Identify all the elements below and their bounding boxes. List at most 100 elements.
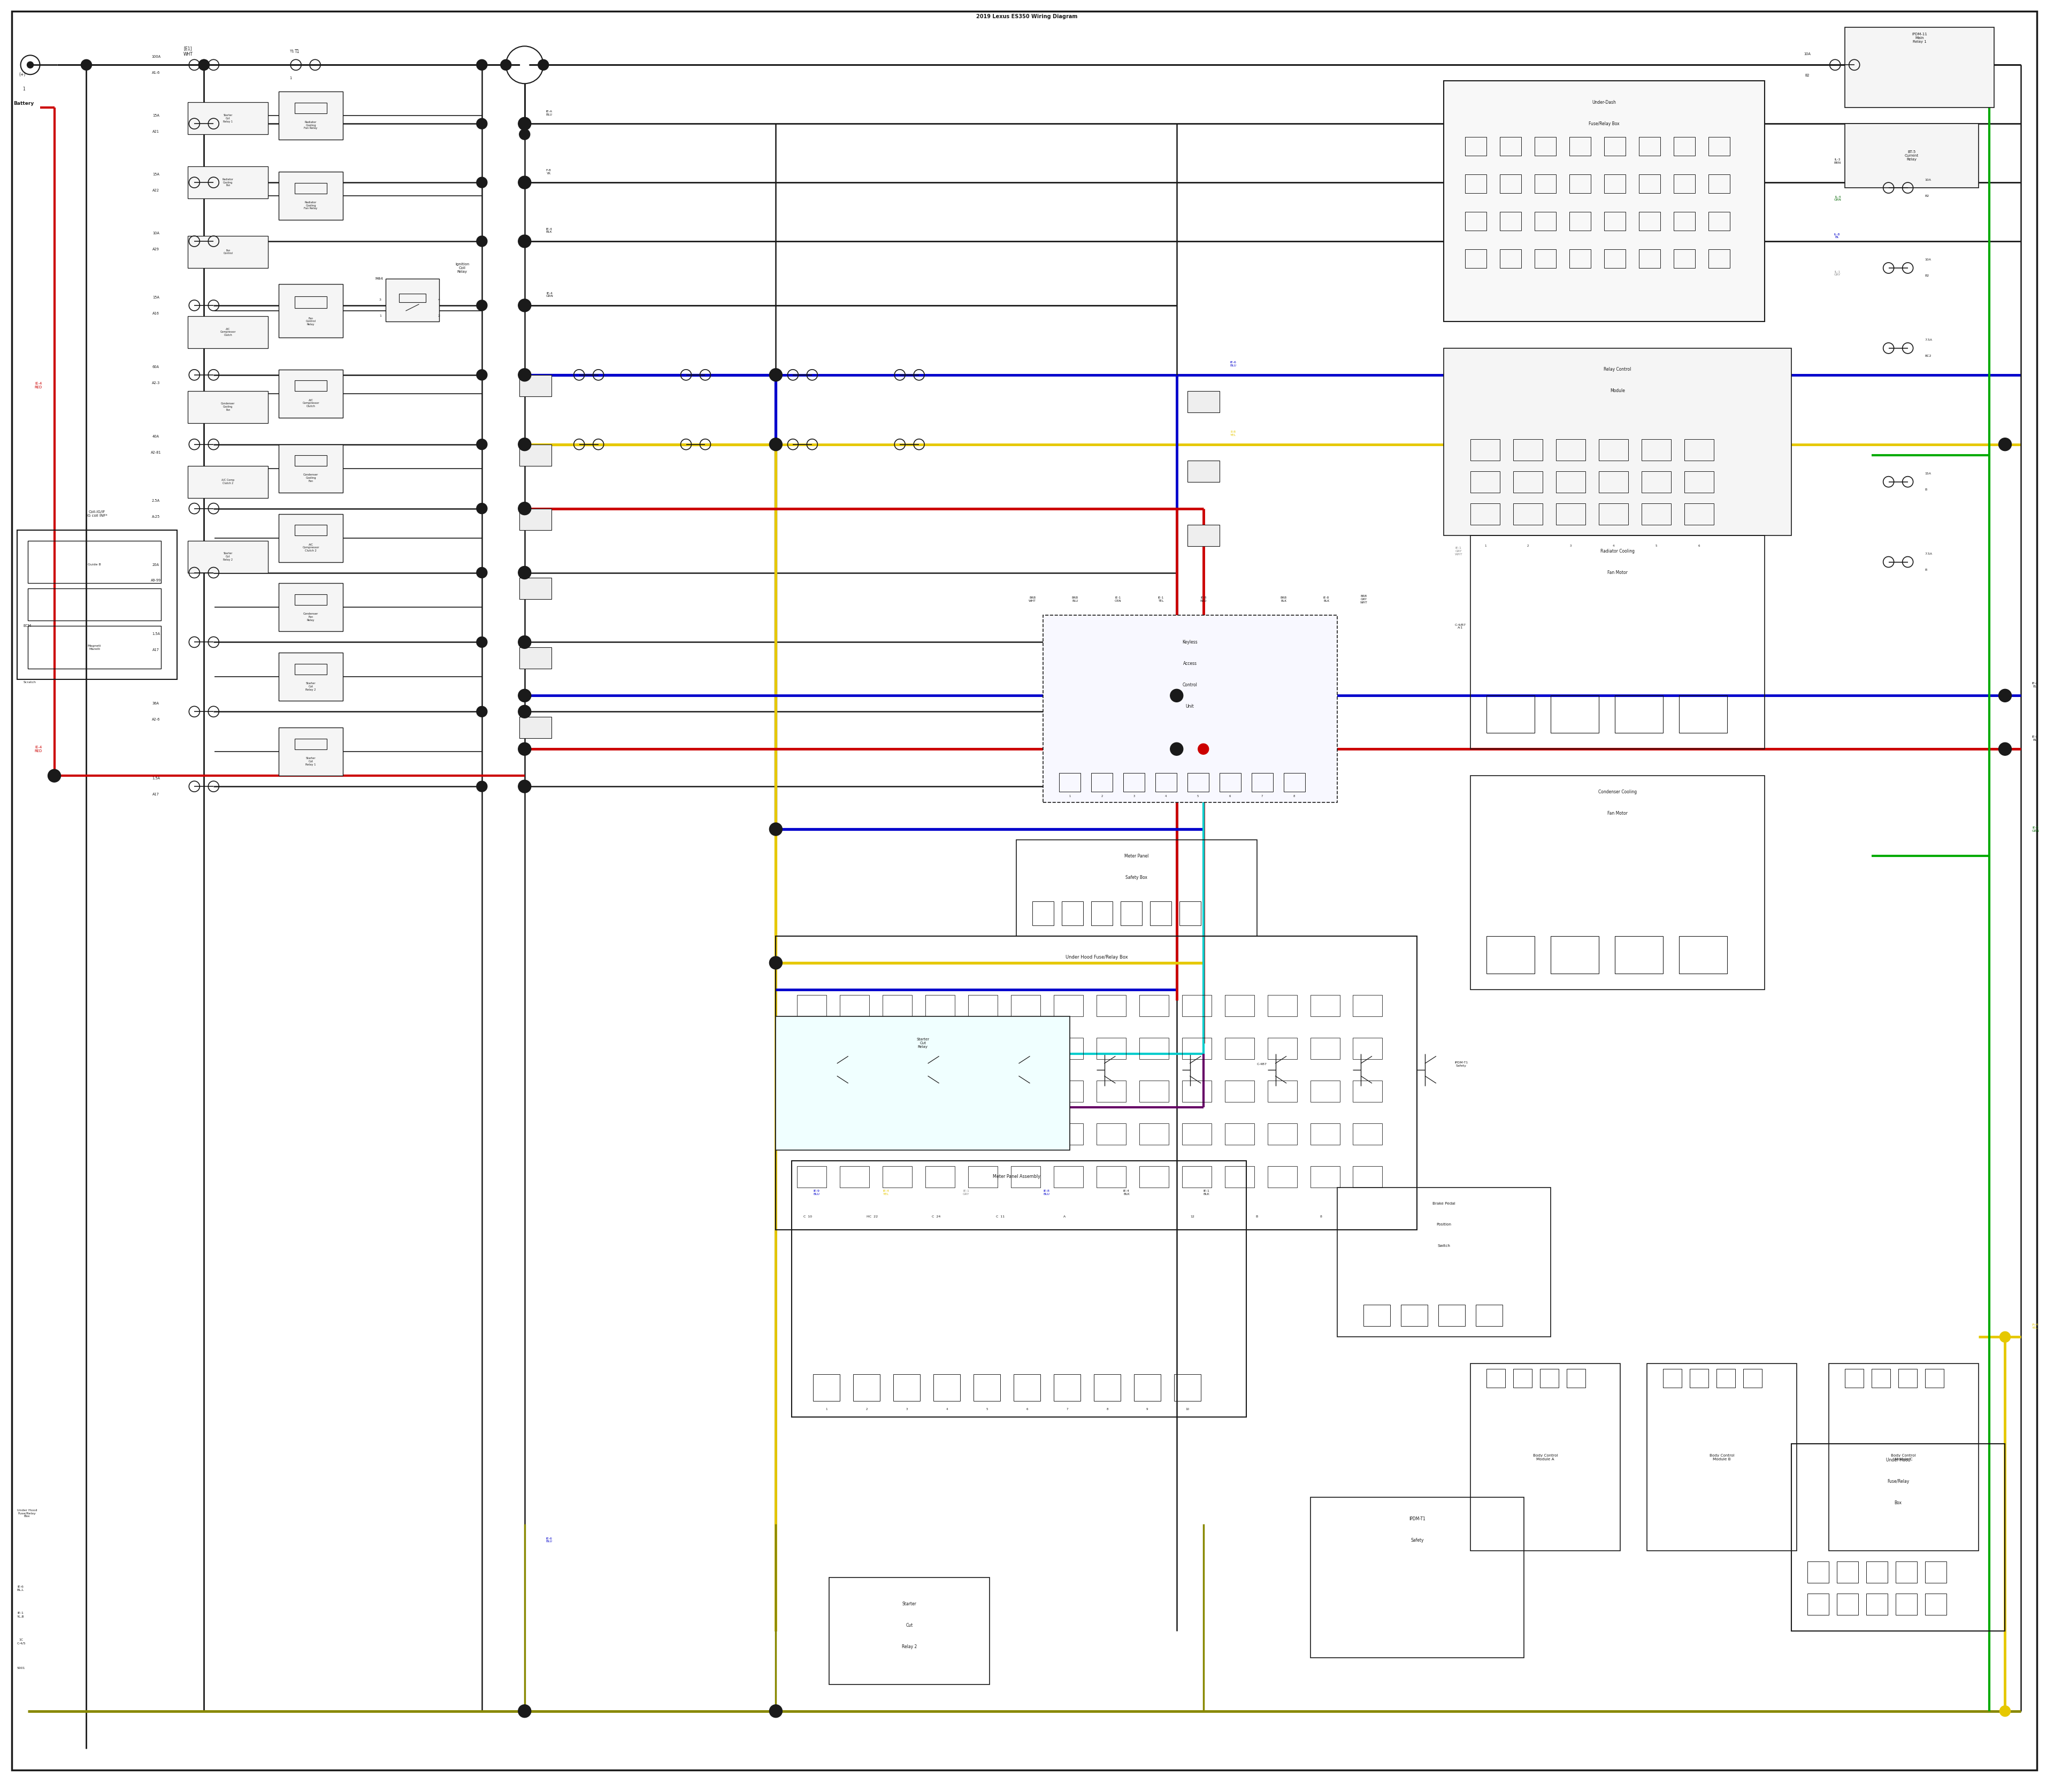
Bar bbox=[1465, 136, 1487, 156]
Bar bbox=[279, 369, 343, 418]
Text: A/C Comp
Clutch 2: A/C Comp Clutch 2 bbox=[222, 478, 234, 484]
Text: IE-1
BLK: IE-1 BLK bbox=[1204, 1190, 1210, 1195]
Text: IPDM-T1
Safety: IPDM-T1 Safety bbox=[1454, 1061, 1469, 1068]
Bar bbox=[1678, 935, 1727, 973]
Bar bbox=[1011, 995, 1041, 1016]
Circle shape bbox=[2001, 1331, 2011, 1342]
Text: 7.5A: 7.5A bbox=[1925, 552, 1933, 556]
Bar bbox=[1140, 1038, 1169, 1059]
Text: IE-4
RED: IE-4 RED bbox=[35, 745, 43, 753]
Text: 36A: 36A bbox=[152, 702, 160, 706]
Bar bbox=[1471, 776, 1764, 989]
Circle shape bbox=[518, 176, 532, 188]
Circle shape bbox=[770, 437, 783, 452]
Bar bbox=[1043, 615, 1337, 803]
Circle shape bbox=[770, 824, 781, 835]
Bar bbox=[1179, 901, 1202, 925]
Text: 15A: 15A bbox=[152, 115, 160, 116]
Bar bbox=[1444, 348, 1791, 536]
Bar bbox=[1224, 1167, 1255, 1188]
Text: Relay 2: Relay 2 bbox=[902, 1645, 916, 1649]
Circle shape bbox=[518, 780, 532, 792]
Bar bbox=[296, 595, 327, 606]
Bar bbox=[1181, 995, 1212, 1016]
Text: 4: 4 bbox=[438, 299, 440, 301]
Bar bbox=[840, 1124, 869, 1145]
Text: Fan
Control
Relay: Fan Control Relay bbox=[306, 317, 316, 326]
Text: IE-5
GRN: IE-5 GRN bbox=[2031, 826, 2040, 831]
Bar bbox=[1499, 249, 1522, 269]
Text: HC  22: HC 22 bbox=[867, 1215, 877, 1219]
Text: IE-1
TEL: IE-1 TEL bbox=[1158, 597, 1165, 602]
Bar bbox=[1808, 1561, 1828, 1582]
Bar bbox=[1471, 1364, 1621, 1550]
Bar bbox=[1471, 439, 1499, 461]
Bar bbox=[1514, 1369, 1532, 1387]
Bar bbox=[1354, 1081, 1382, 1102]
Bar bbox=[1514, 504, 1543, 525]
Text: Magneti
Marelli: Magneti Marelli bbox=[88, 645, 101, 650]
Text: 15A: 15A bbox=[152, 172, 160, 176]
Text: Battery: Battery bbox=[14, 100, 35, 106]
Bar bbox=[1267, 1124, 1296, 1145]
Text: 10: 10 bbox=[1185, 1409, 1189, 1410]
Bar bbox=[776, 1016, 1070, 1150]
Circle shape bbox=[477, 118, 487, 129]
Bar bbox=[1121, 901, 1142, 925]
Bar bbox=[840, 1081, 869, 1102]
Text: 2: 2 bbox=[438, 315, 440, 317]
Text: A17: A17 bbox=[152, 792, 160, 796]
Bar bbox=[279, 172, 343, 220]
Circle shape bbox=[501, 59, 511, 70]
Text: 100A: 100A bbox=[152, 56, 160, 59]
Bar bbox=[1054, 1124, 1082, 1145]
Bar bbox=[1709, 174, 1729, 194]
Bar bbox=[279, 728, 343, 776]
Bar bbox=[1639, 174, 1660, 194]
Bar bbox=[1604, 249, 1625, 269]
Text: 12: 12 bbox=[1191, 1215, 1195, 1219]
Bar bbox=[1534, 136, 1557, 156]
Circle shape bbox=[477, 504, 487, 514]
Bar bbox=[1557, 504, 1586, 525]
Bar bbox=[1639, 136, 1660, 156]
Bar bbox=[386, 280, 440, 321]
Bar bbox=[1487, 695, 1534, 733]
Text: Body Control
Module B: Body Control Module B bbox=[1709, 1453, 1734, 1460]
Circle shape bbox=[477, 177, 487, 188]
Bar bbox=[1465, 174, 1487, 194]
Bar bbox=[279, 444, 343, 493]
Bar bbox=[776, 935, 1417, 1229]
Circle shape bbox=[770, 823, 783, 835]
Bar bbox=[1187, 772, 1208, 792]
Bar bbox=[926, 1081, 955, 1102]
Text: Coil-IG/IF
IG coil INF*: Coil-IG/IF IG coil INF* bbox=[86, 511, 107, 518]
Circle shape bbox=[518, 235, 532, 247]
Bar bbox=[1487, 1369, 1506, 1387]
Bar bbox=[1569, 249, 1592, 269]
Bar bbox=[187, 466, 269, 498]
Circle shape bbox=[518, 690, 532, 702]
Circle shape bbox=[477, 706, 487, 717]
Text: (+): (+) bbox=[18, 72, 25, 77]
Text: IE-8
BL: IE-8 BL bbox=[2031, 735, 2038, 742]
Text: 10A: 10A bbox=[1803, 52, 1812, 56]
Bar bbox=[1871, 1369, 1890, 1387]
Text: Radiator Cooling: Radiator Cooling bbox=[1600, 548, 1635, 554]
Text: B: B bbox=[1255, 1215, 1257, 1219]
Bar bbox=[967, 1081, 998, 1102]
Text: T1: T1 bbox=[290, 50, 294, 54]
Text: B2: B2 bbox=[1925, 274, 1929, 278]
Text: Meter Panel Assembly: Meter Panel Assembly bbox=[992, 1174, 1039, 1179]
Bar bbox=[296, 296, 327, 308]
Bar bbox=[1310, 1124, 1339, 1145]
Text: Keyless: Keyless bbox=[1183, 640, 1197, 645]
Text: IE-1
CRN: IE-1 CRN bbox=[1115, 597, 1121, 602]
Text: IL-4
GRN: IL-4 GRN bbox=[1834, 195, 1842, 201]
Circle shape bbox=[518, 636, 532, 649]
Text: B: B bbox=[1925, 568, 1927, 572]
Bar bbox=[520, 375, 550, 396]
Bar bbox=[16, 530, 177, 679]
Bar bbox=[1310, 1498, 1524, 1658]
Circle shape bbox=[770, 957, 783, 969]
